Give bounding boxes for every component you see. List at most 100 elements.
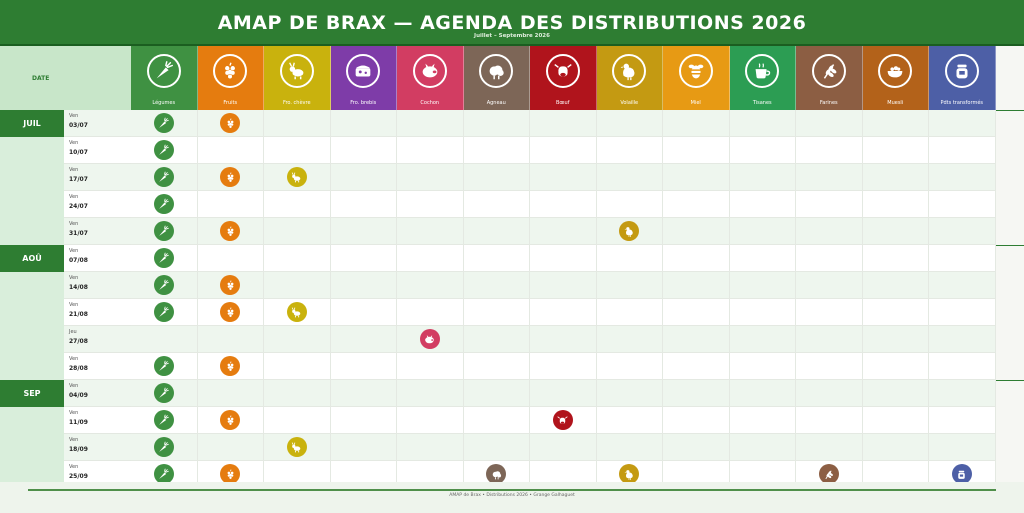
schedule-row: Ven 03/07: [0, 110, 996, 137]
cell-agneau: [463, 380, 530, 407]
cell-legumes: [131, 110, 198, 137]
column-label: Fro. brebis: [350, 100, 377, 106]
cell-cochon: [397, 272, 464, 299]
cell-tisanes: [729, 407, 796, 434]
cell-farines: [796, 380, 863, 407]
month-cell: [0, 326, 64, 353]
cell-miel: [663, 110, 730, 137]
cell-brebis: [330, 272, 397, 299]
cell-agneau: [463, 407, 530, 434]
cell-volaille: [596, 218, 663, 245]
grapes-icon: [227, 360, 234, 371]
cell-tisanes: [729, 434, 796, 461]
month-tag: SEP: [0, 380, 64, 407]
cell-tisanes: [729, 218, 796, 245]
month-cell: [0, 353, 64, 380]
cell-volaille: [596, 191, 663, 218]
cell-miel: [663, 137, 730, 164]
pig-icon-badge: [412, 54, 447, 88]
cell-boeuf: [530, 326, 597, 353]
grapes-icon: [227, 225, 234, 236]
carrot-icon: [159, 306, 170, 317]
date-label: 04/09: [69, 392, 88, 399]
date-cell: Ven 11/09: [64, 407, 131, 434]
cell-muesli: [862, 353, 929, 380]
cell-miel: [663, 326, 730, 353]
month-tag: JUIL: [0, 110, 64, 137]
date-label: 24/07: [69, 203, 88, 210]
carrot-icon: [156, 61, 173, 79]
column-label: Miel: [690, 100, 701, 106]
delivery-marker-fruits: [220, 167, 241, 187]
carrot-icon: [159, 360, 170, 371]
weekday-label: Ven: [69, 248, 79, 254]
delivery-marker-chevre: [286, 437, 307, 457]
delivery-marker-fruits: [220, 275, 241, 295]
cell-brebis: [330, 164, 397, 191]
cow-icon: [557, 415, 568, 424]
cell-fruits: [197, 218, 264, 245]
chicken-icon: [621, 63, 635, 81]
schedule-row: Ven 24/07: [0, 191, 996, 218]
grapes-icon: [227, 171, 234, 182]
cell-brebis: [330, 137, 397, 164]
cell-legumes: [131, 380, 198, 407]
footer-text: AMAP de Brax • Distributions 2026 • Gran…: [449, 493, 575, 498]
cell-farines: [796, 326, 863, 353]
weekday-label: Ven: [69, 410, 79, 416]
date-label: 03/07: [69, 122, 88, 129]
cell-transformes: [929, 326, 996, 353]
delivery-marker-legumes: [153, 356, 174, 376]
cell-chevre: [264, 380, 331, 407]
date-label: 21/08: [69, 311, 88, 318]
cell-cochon: [397, 164, 464, 191]
carrot-icon: [159, 225, 170, 236]
cell-fruits: [197, 191, 264, 218]
cell-muesli: [862, 218, 929, 245]
date-column-header: DATE: [0, 46, 131, 110]
date-label: 07/08: [69, 257, 88, 264]
grapes-icon: [225, 62, 236, 79]
weekday-label: Ven: [69, 113, 79, 119]
sheep-icon-badge: [479, 54, 514, 88]
cell-transformes: [929, 380, 996, 407]
column-header-brebis: Fro. brebis: [330, 46, 397, 110]
date-cell: Ven 21/08: [64, 299, 131, 326]
cell-cochon: [397, 299, 464, 326]
date-label: 31/07: [69, 230, 88, 237]
cell-agneau: [463, 137, 530, 164]
date-label: 10/07: [69, 149, 88, 156]
cell-farines: [796, 245, 863, 272]
column-header-agneau: Agneau: [463, 46, 530, 110]
page-subtitle: Juillet – Septembre 2026: [474, 33, 550, 39]
month-cell: [0, 218, 64, 245]
cell-transformes: [929, 245, 996, 272]
cell-miel: [663, 407, 730, 434]
tea-cup-icon-badge: [745, 54, 780, 88]
cell-miel: [663, 353, 730, 380]
cell-brebis: [330, 434, 397, 461]
tea-cup-icon: [755, 63, 771, 79]
cell-chevre: [264, 218, 331, 245]
cell-muesli: [862, 164, 929, 191]
carrot-icon: [159, 414, 170, 425]
delivery-marker-chevre: [286, 167, 307, 187]
delivery-marker-fruits: [220, 113, 241, 133]
chicken-icon: [624, 226, 633, 237]
cell-legumes: [131, 191, 198, 218]
sheep-icon: [492, 470, 501, 479]
cell-volaille: [596, 164, 663, 191]
cell-transformes: [929, 353, 996, 380]
delivery-marker-legumes: [153, 221, 174, 241]
cell-agneau: [463, 110, 530, 137]
cell-legumes: [131, 434, 198, 461]
cell-fruits: [197, 245, 264, 272]
cell-volaille: [596, 434, 663, 461]
chicken-icon: [624, 469, 633, 480]
cell-legumes: [131, 137, 198, 164]
date-label: 18/09: [69, 446, 88, 453]
month-separator: [996, 245, 1024, 246]
cell-agneau: [463, 272, 530, 299]
cell-miel: [663, 191, 730, 218]
cell-transformes: [929, 137, 996, 164]
